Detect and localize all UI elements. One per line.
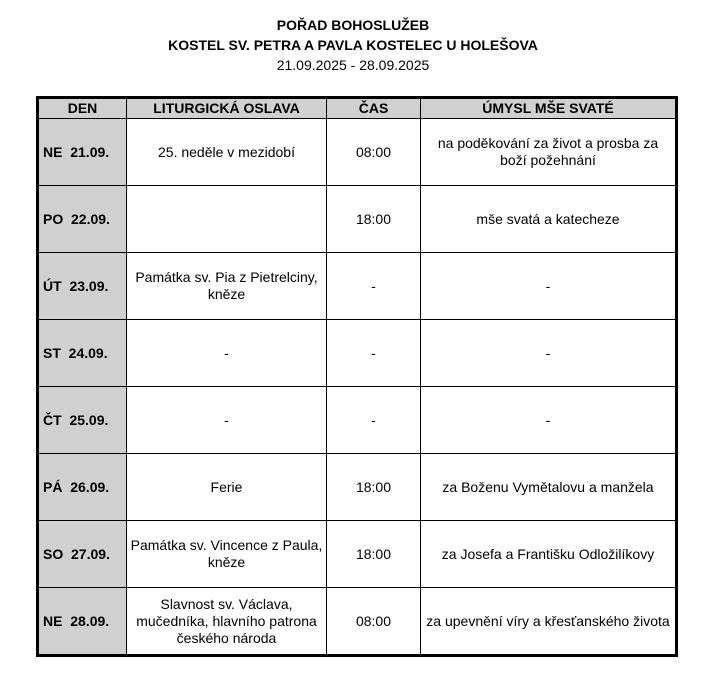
table-row: NE 28.09. Slavnost sv. Václava, mučedníka…: [37, 587, 677, 656]
church-name: KOSTEL SV. PETRA A PAVLA KOSTELEC U HOLE…: [168, 37, 538, 53]
column-header-celebration: LITURGICKÁ OSLAVA: [126, 97, 327, 119]
intention-cell: mše svatá a katecheze: [420, 185, 677, 253]
table-row: ČT 25.09. - - -: [37, 386, 677, 454]
column-header-day: DEN: [37, 97, 127, 119]
time-cell: -: [326, 319, 421, 387]
header-row: DEN LITURGICKÁ OSLAVA ČAS ÚMYSL MŠE SVAT…: [37, 97, 677, 119]
date-range: 21.09.2025 - 28.09.2025: [276, 57, 430, 73]
day-cell: ČT 25.09.: [37, 386, 127, 454]
intention-cell: za Boženu Vymětalovu a manžela: [420, 453, 677, 521]
table-row: SO 27.09. Památka sv. Vincence z Paula, k…: [37, 520, 677, 588]
celebration-cell: [126, 185, 327, 253]
celebration-cell: -: [126, 319, 327, 387]
table-row: NE 21.09. 25. neděle v mezidobí 08:00 na po…: [37, 118, 677, 186]
intention-cell: -: [420, 319, 677, 387]
table-row: PÁ 26.09. Ferie 18:00 za Boženu Vymětalovu …: [37, 453, 677, 521]
time-cell: 18:00: [326, 185, 421, 253]
time-cell: 08:00: [326, 587, 421, 656]
table-row: ST 24.09. - - -: [37, 319, 677, 387]
time-cell: 18:00: [326, 520, 421, 588]
document-title: POŘAD BOHOSLUŽEB: [276, 17, 430, 33]
intention-cell: za Josefa a Františku Odložilíkovy: [420, 520, 677, 588]
table-row: ÚT 23.09. Památka sv. Pia z Pietrelciny, …: [37, 252, 677, 320]
intention-cell: na poděkování za život a prosba za boží …: [420, 118, 677, 186]
celebration-cell: -: [126, 386, 327, 454]
intention-cell: -: [420, 386, 677, 454]
time-cell: 08:00: [326, 118, 421, 186]
celebration-cell: Památka sv. Pia z Pietrelciny, kněze: [126, 252, 327, 320]
column-header-time: ČAS: [326, 97, 421, 119]
column-header-intention: ÚMYSL MŠE SVATÉ: [420, 97, 677, 119]
celebration-cell: 25. neděle v mezidobí: [126, 118, 327, 186]
celebration-cell: Památka sv. Vincence z Paula, kněze: [126, 520, 327, 588]
day-cell: NE 28.09.: [37, 587, 127, 656]
day-cell: NE 21.09.: [37, 118, 127, 186]
time-cell: -: [326, 252, 421, 320]
day-cell: PO 22.09.: [37, 185, 127, 253]
day-cell: PÁ 26.09.: [37, 453, 127, 521]
celebration-cell: Slavnost sv. Václava, mučedníka, hlavníh…: [126, 587, 327, 656]
intention-cell: -: [420, 252, 677, 320]
table-row: PO 22.09. 18:00 mše svatá a katecheze: [37, 185, 677, 253]
celebration-cell: Ferie: [126, 453, 327, 521]
time-cell: -: [326, 386, 421, 454]
day-cell: ST 24.09.: [37, 319, 127, 387]
day-cell: ÚT 23.09.: [37, 252, 127, 320]
intention-cell: za upevnění víry a křesťanského života: [420, 587, 677, 656]
day-cell: SO 27.09.: [37, 520, 127, 588]
time-cell: 18:00: [326, 453, 421, 521]
schedule-table: DEN LITURGICKÁ OSLAVA ČAS ÚMYSL MŠE SVAT…: [36, 96, 678, 657]
